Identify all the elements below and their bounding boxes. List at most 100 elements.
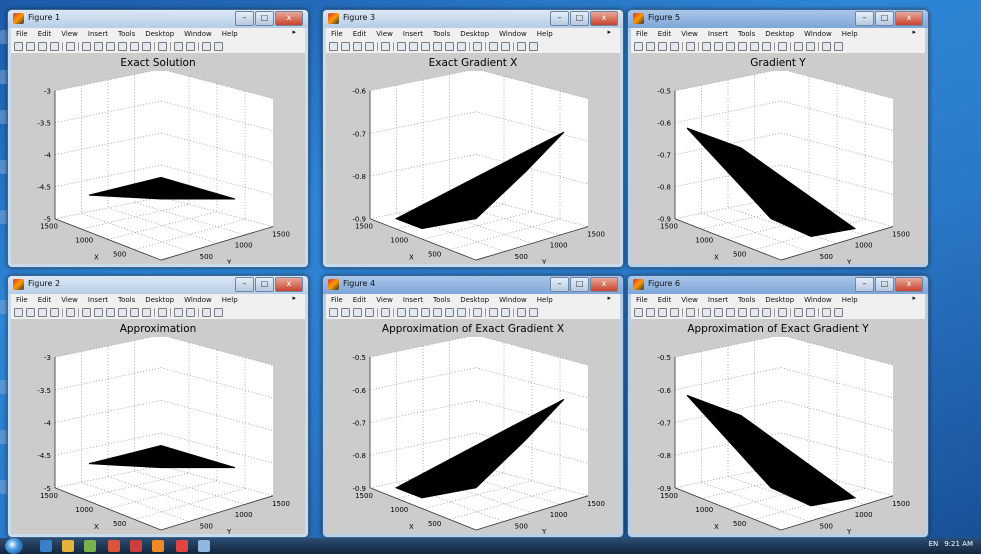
save-icon[interactable] bbox=[38, 308, 47, 317]
menu-overflow-icon[interactable]: ▸ bbox=[912, 294, 916, 302]
print-icon[interactable] bbox=[670, 42, 679, 51]
menu-help[interactable]: Help bbox=[221, 296, 238, 304]
insert-legend-icon[interactable] bbox=[186, 308, 195, 317]
data-cursor-icon[interactable] bbox=[445, 42, 454, 51]
menu-view[interactable]: View bbox=[681, 296, 698, 304]
menu-insert[interactable]: Insert bbox=[87, 30, 108, 38]
title-bar[interactable]: Figure 2 – □ x bbox=[8, 276, 308, 294]
menu-help[interactable]: Help bbox=[221, 30, 238, 38]
menu-tools[interactable]: Tools bbox=[117, 30, 136, 38]
show-plot-tools-icon[interactable] bbox=[214, 308, 223, 317]
maximize-button[interactable]: □ bbox=[570, 277, 589, 292]
edit-plot-icon[interactable] bbox=[66, 42, 75, 51]
menu-tools[interactable]: Tools bbox=[737, 30, 756, 38]
edit-plot-icon[interactable] bbox=[381, 42, 390, 51]
figure-taskbar-icon[interactable] bbox=[198, 540, 210, 552]
figure-canvas[interactable]: Approximation -3-3.5-4-4.5-5150010005000… bbox=[11, 319, 305, 534]
print-icon[interactable] bbox=[365, 308, 374, 317]
menu-view[interactable]: View bbox=[376, 30, 393, 38]
menu-tools[interactable]: Tools bbox=[117, 296, 136, 304]
desktop-shortcut-icon[interactable] bbox=[0, 70, 9, 84]
start-button[interactable] bbox=[5, 538, 23, 554]
save-icon[interactable] bbox=[353, 308, 362, 317]
desktop-shortcut-icon[interactable] bbox=[0, 30, 9, 44]
figure-window[interactable]: Figure 2 – □ x File Edit View Insert Tools De… bbox=[7, 275, 309, 538]
open-file-icon[interactable] bbox=[26, 42, 35, 51]
hide-plot-tools-icon[interactable] bbox=[822, 42, 831, 51]
menu-insert[interactable]: Insert bbox=[402, 296, 423, 304]
insert-colorbar-icon[interactable] bbox=[174, 308, 183, 317]
clock[interactable]: 9:21 AM bbox=[944, 540, 973, 548]
hide-plot-tools-icon[interactable] bbox=[202, 308, 211, 317]
brush-icon[interactable] bbox=[457, 308, 466, 317]
brush-icon[interactable] bbox=[142, 308, 151, 317]
hide-plot-tools-icon[interactable] bbox=[517, 308, 526, 317]
menu-tools[interactable]: Tools bbox=[432, 30, 451, 38]
save-icon[interactable] bbox=[38, 42, 47, 51]
rotate-3d-icon[interactable] bbox=[118, 308, 127, 317]
menu-window[interactable]: Window bbox=[499, 30, 527, 38]
insert-legend-icon[interactable] bbox=[501, 42, 510, 51]
menu-window[interactable]: Window bbox=[184, 296, 212, 304]
print-icon[interactable] bbox=[50, 308, 59, 317]
menu-help[interactable]: Help bbox=[841, 30, 858, 38]
zoom-out-icon[interactable] bbox=[409, 42, 418, 51]
zoom-in-icon[interactable] bbox=[397, 308, 406, 317]
menu-desktop[interactable]: Desktop bbox=[460, 30, 490, 38]
menu-desktop[interactable]: Desktop bbox=[145, 296, 175, 304]
close-button[interactable]: x bbox=[590, 277, 618, 292]
save-icon[interactable] bbox=[353, 42, 362, 51]
desktop-shortcut-icon[interactable] bbox=[0, 110, 9, 124]
title-bar[interactable]: Figure 1 – □ x bbox=[8, 10, 308, 28]
figure-canvas[interactable]: Approximation of Exact Gradient X -0.5 -0… bbox=[326, 319, 620, 534]
pan-icon[interactable] bbox=[726, 42, 735, 51]
figure-canvas[interactable]: Gradient Y -0.5 -0.6 -0.7 -0.8 -0.9 1500 1000 5… bbox=[631, 53, 925, 264]
desktop-shortcut-icon[interactable] bbox=[0, 430, 9, 444]
insert-legend-icon[interactable] bbox=[186, 42, 195, 51]
desktop-shortcut-icon[interactable] bbox=[0, 160, 9, 174]
rotate-3d-icon[interactable] bbox=[433, 42, 442, 51]
app-taskbar-icon[interactable] bbox=[152, 540, 164, 552]
menu-overflow-icon[interactable]: ▸ bbox=[912, 28, 916, 36]
insert-colorbar-icon[interactable] bbox=[489, 42, 498, 51]
show-plot-tools-icon[interactable] bbox=[214, 42, 223, 51]
minimize-button[interactable]: – bbox=[235, 11, 254, 26]
zoom-in-icon[interactable] bbox=[82, 308, 91, 317]
zoom-out-icon[interactable] bbox=[94, 308, 103, 317]
language-indicator[interactable]: EN bbox=[928, 540, 939, 548]
pan-icon[interactable] bbox=[421, 42, 430, 51]
menu-overflow-icon[interactable]: ▸ bbox=[292, 28, 296, 36]
data-cursor-icon[interactable] bbox=[750, 308, 759, 317]
edit-plot-icon[interactable] bbox=[686, 42, 695, 51]
new-figure-icon[interactable] bbox=[14, 308, 23, 317]
menu-edit[interactable]: Edit bbox=[657, 30, 672, 38]
edit-plot-icon[interactable] bbox=[381, 308, 390, 317]
edit-plot-icon[interactable] bbox=[686, 308, 695, 317]
brush-icon[interactable] bbox=[762, 42, 771, 51]
show-plot-tools-icon[interactable] bbox=[834, 42, 843, 51]
open-file-icon[interactable] bbox=[341, 42, 350, 51]
data-cursor-icon[interactable] bbox=[130, 308, 139, 317]
title-bar[interactable]: Figure 5 – □ x bbox=[628, 10, 928, 28]
close-button[interactable]: x bbox=[590, 11, 618, 26]
open-file-icon[interactable] bbox=[646, 308, 655, 317]
figure-window[interactable]: Figure 6 – □ x File Edit View Insert Tools De… bbox=[627, 275, 929, 538]
show-plot-tools-icon[interactable] bbox=[529, 42, 538, 51]
menu-help[interactable]: Help bbox=[536, 30, 553, 38]
menu-window[interactable]: Window bbox=[499, 296, 527, 304]
open-file-icon[interactable] bbox=[26, 308, 35, 317]
menu-view[interactable]: View bbox=[61, 30, 78, 38]
zoom-out-icon[interactable] bbox=[714, 42, 723, 51]
menu-desktop[interactable]: Desktop bbox=[765, 30, 795, 38]
insert-colorbar-icon[interactable] bbox=[174, 42, 183, 51]
new-figure-icon[interactable] bbox=[329, 42, 338, 51]
maximize-button[interactable]: □ bbox=[255, 277, 274, 292]
new-figure-icon[interactable] bbox=[329, 308, 338, 317]
maximize-button[interactable]: □ bbox=[255, 11, 274, 26]
close-button[interactable]: x bbox=[275, 11, 303, 26]
menu-file[interactable]: File bbox=[16, 296, 28, 304]
figure-canvas[interactable]: Approximation of Exact Gradient Y -0.5 -0… bbox=[631, 319, 925, 534]
new-figure-icon[interactable] bbox=[14, 42, 23, 51]
pan-icon[interactable] bbox=[106, 42, 115, 51]
insert-colorbar-icon[interactable] bbox=[489, 308, 498, 317]
